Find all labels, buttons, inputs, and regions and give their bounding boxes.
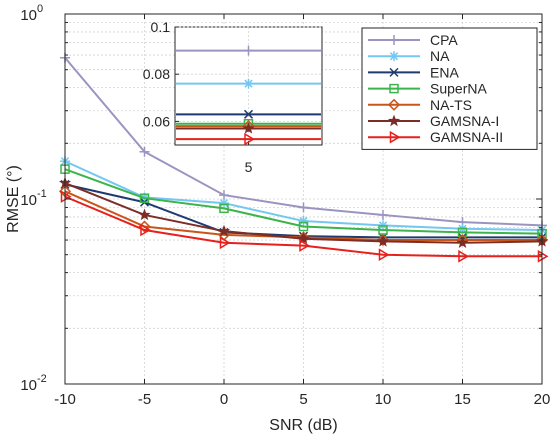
legend-label-cpa: CPA bbox=[430, 32, 458, 48]
y-tick-base: 10 bbox=[20, 192, 37, 209]
x-tick-label: 5 bbox=[299, 391, 307, 408]
x-tick-label: 20 bbox=[534, 391, 550, 408]
tick-marks bbox=[64, 14, 543, 385]
y-tick-exponent: -2 bbox=[37, 373, 47, 385]
inset-point-gamsna-i bbox=[242, 122, 255, 134]
inset-y-tick-label: 0.06 bbox=[143, 113, 170, 129]
data-point-superna bbox=[139, 193, 150, 203]
legend-item-na-ts: NA-TS bbox=[368, 97, 472, 113]
legend-label-na-ts: NA-TS bbox=[430, 97, 472, 113]
legend-label-gamsna-ii: GAMSNA-II bbox=[430, 129, 503, 145]
legend-item-gamsna-ii: GAMSNA-II bbox=[368, 129, 503, 145]
data-point-gamsna-ii bbox=[299, 239, 310, 252]
x-tick-label: -10 bbox=[54, 391, 76, 408]
inset-y-tick-label: 0.08 bbox=[143, 66, 170, 82]
data-point-cpa bbox=[298, 202, 309, 213]
y-tick-label: 10 -2 bbox=[20, 373, 46, 394]
y-tick-label: 10 -1 bbox=[20, 188, 46, 209]
data-point-gamsna-i bbox=[376, 234, 390, 247]
data-point-gamsna-ii bbox=[219, 236, 231, 250]
inset-x-tick-label: 5 bbox=[245, 159, 253, 175]
y-tick-exponent: -1 bbox=[37, 188, 47, 200]
y-tick-label: 10 0 bbox=[20, 3, 43, 24]
legend-item-na: NA bbox=[368, 48, 450, 64]
inset-series-na bbox=[176, 78, 321, 89]
data-point-gamsna-ii bbox=[140, 223, 151, 237]
legend-marker-ena bbox=[389, 67, 399, 77]
legend-marker-na-ts bbox=[387, 98, 401, 111]
x-axis-label: SNR (dB) bbox=[269, 417, 337, 434]
data-point-na-ts bbox=[376, 233, 390, 247]
inset-point-na bbox=[243, 78, 254, 89]
data-point-superna bbox=[219, 203, 229, 214]
inset-point-gamsna-ii bbox=[244, 132, 255, 146]
legend-label-superna: SuperNA bbox=[430, 81, 487, 97]
data-point-gamsna-i bbox=[297, 232, 310, 244]
data-point-na bbox=[298, 216, 309, 227]
y-tick-base: 10 bbox=[20, 7, 37, 24]
x-tick-label: 10 bbox=[375, 391, 392, 408]
zoom-inset: 0.1 0.08 0.06 5 bbox=[143, 19, 323, 175]
legend-marker-cpa bbox=[389, 35, 399, 45]
y-tick-exponent: 0 bbox=[37, 3, 43, 15]
inset-y-tick-label: 0.1 bbox=[151, 19, 171, 35]
legend-item-gamsna-i: GAMSNA-I bbox=[368, 113, 499, 129]
inset-series-ena bbox=[176, 109, 321, 119]
y-axis-label: RMSE (°) bbox=[5, 165, 22, 233]
legend-item-cpa: CPA bbox=[368, 32, 458, 48]
legend-item-superna: SuperNA bbox=[368, 81, 487, 97]
series-line-gamsna-ii bbox=[64, 195, 542, 258]
inset-point-ena bbox=[243, 109, 254, 119]
legend-marker-na bbox=[389, 51, 399, 62]
legend-marker-gamsna-i bbox=[387, 114, 401, 127]
legend-item-ena: ENA bbox=[368, 64, 459, 80]
legend-label-ena: ENA bbox=[430, 64, 459, 80]
inset-series-cpa bbox=[176, 45, 321, 56]
x-tick-label: 0 bbox=[220, 391, 228, 408]
legend-marker-superna bbox=[389, 83, 399, 94]
data-point-gamsna-ii bbox=[537, 250, 549, 263]
inset-point-cpa bbox=[243, 45, 254, 56]
x-tick-label: -5 bbox=[138, 391, 151, 408]
data-point-cpa bbox=[378, 209, 388, 220]
data-point-gamsna-i bbox=[217, 224, 231, 237]
data-point-gamsna-ii bbox=[458, 250, 469, 263]
data-point-gamsna-ii bbox=[378, 248, 390, 262]
data-point-gamsna-i bbox=[456, 236, 469, 248]
legend-label-gamsna-i: GAMSNA-I bbox=[430, 113, 499, 129]
data-point-cpa bbox=[139, 146, 150, 157]
x-tick-label: 15 bbox=[454, 391, 471, 408]
data-point-gamsna-i bbox=[138, 208, 151, 221]
data-point-superna bbox=[298, 221, 309, 232]
y-tick-base: 10 bbox=[20, 377, 37, 394]
data-point-na bbox=[219, 198, 229, 209]
series-line-superna bbox=[64, 168, 543, 235]
legend-label-na: NA bbox=[430, 48, 450, 64]
inset-series-gamsna-i bbox=[176, 122, 321, 134]
legend-marker-gamsna-ii bbox=[389, 130, 401, 144]
inset-series-gamsna-ii bbox=[176, 132, 321, 146]
